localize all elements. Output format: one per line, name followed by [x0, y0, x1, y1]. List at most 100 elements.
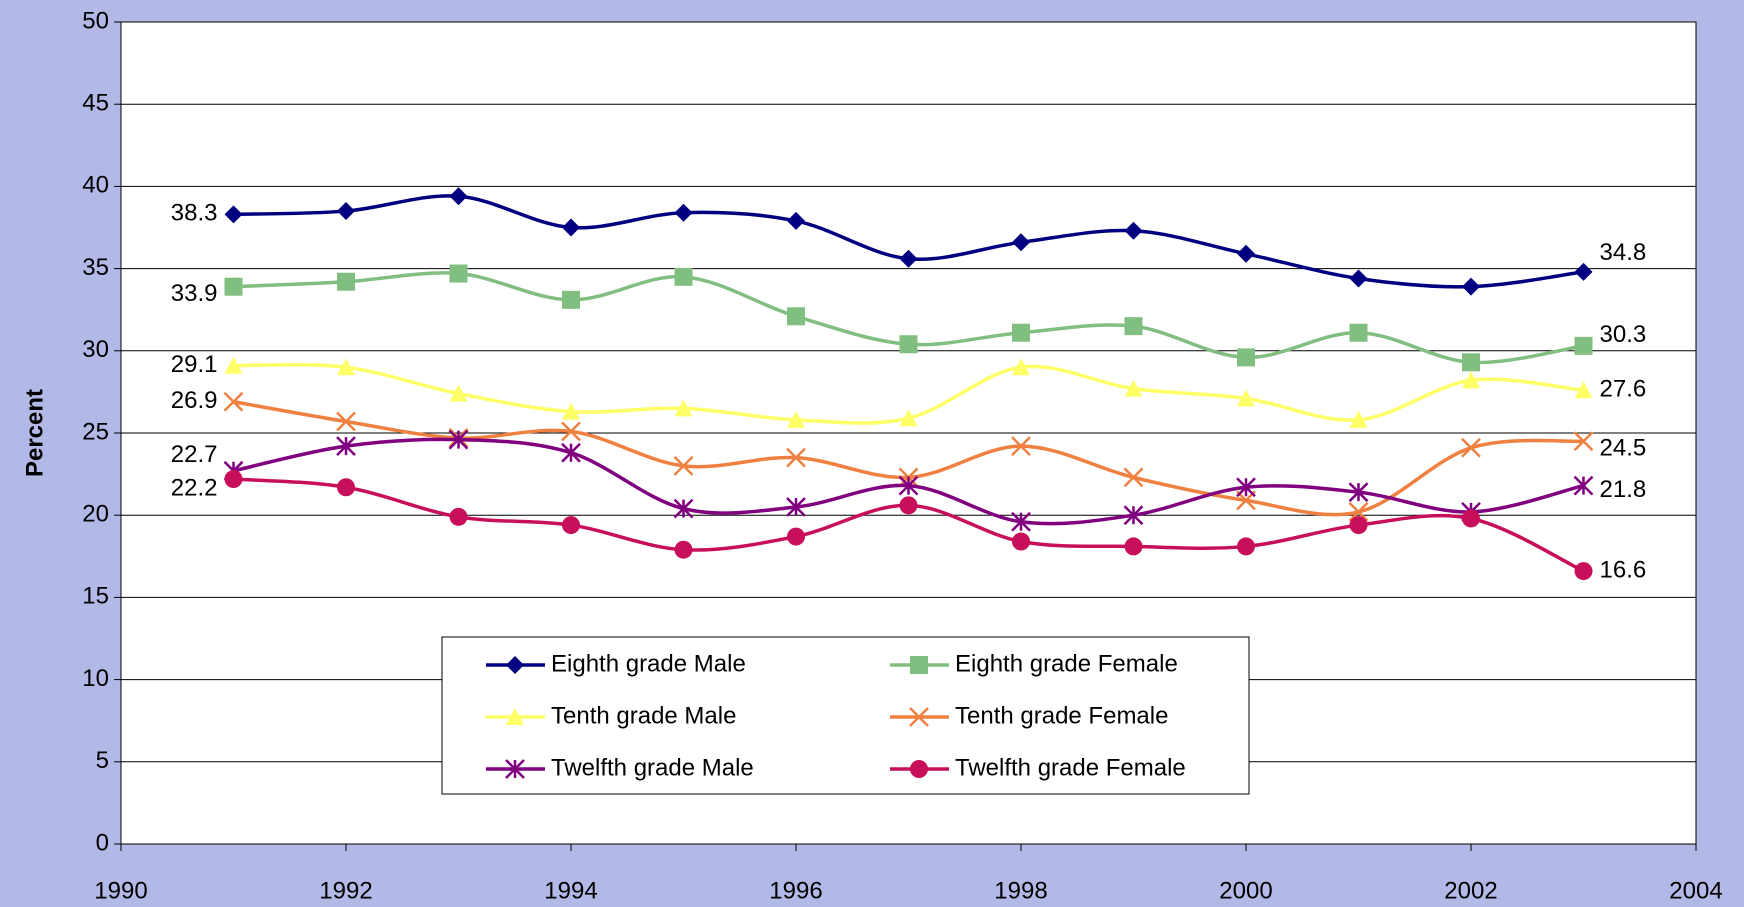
marker: [1349, 323, 1368, 342]
marker: [449, 384, 468, 402]
marker: [1123, 505, 1144, 526]
marker: [1348, 502, 1369, 522]
marker: [562, 290, 580, 309]
marker: [1124, 537, 1143, 556]
y-tick-label: 10: [82, 665, 109, 692]
marker: [1574, 336, 1593, 355]
legend-item: Tenth grade Female: [890, 702, 1168, 729]
data-label: 16.6: [1600, 556, 1647, 583]
x-tick-label: 2004: [1669, 877, 1722, 904]
marker: [449, 264, 468, 283]
marker: [1462, 353, 1480, 372]
marker: [674, 203, 693, 222]
marker: [1573, 431, 1594, 452]
marker: [562, 402, 580, 420]
marker: [1012, 532, 1030, 551]
y-tick-label: 35: [82, 254, 109, 281]
marker: [1124, 379, 1143, 397]
legend-label: Twelfth grade Female: [955, 754, 1186, 781]
y-tick-label: 0: [96, 829, 109, 856]
marker: [561, 421, 581, 442]
data-label: 38.3: [171, 200, 218, 227]
marker: [910, 760, 928, 778]
marker: [1574, 262, 1593, 281]
marker: [787, 307, 805, 326]
legend-item: Eighth grade Female: [890, 650, 1178, 677]
marker: [898, 475, 919, 496]
marker: [561, 442, 581, 463]
marker: [674, 399, 693, 417]
y-tick-label: 25: [82, 418, 109, 445]
legend-item: Tenth grade Male: [486, 702, 736, 729]
legend-box: [441, 636, 1250, 795]
x-tick-label: 1996: [769, 877, 822, 904]
marker: [1011, 436, 1031, 457]
marker: [899, 496, 918, 515]
marker: [1237, 348, 1255, 367]
marker: [1012, 323, 1030, 342]
marker: [1012, 358, 1030, 376]
x-tick-label: 1992: [319, 877, 372, 904]
marker: [1012, 233, 1030, 252]
marker: [336, 436, 356, 457]
marker: [1573, 475, 1594, 496]
marker: [1574, 381, 1593, 399]
marker: [909, 707, 929, 727]
legend: Eighth grade Male Eighth grade Female Tent…: [441, 636, 1250, 795]
marker: [674, 267, 693, 286]
marker: [1236, 477, 1256, 498]
legend-label: Tenth grade Male: [551, 702, 736, 729]
marker: [562, 218, 580, 237]
marker: [910, 656, 928, 674]
marker: [449, 507, 468, 526]
data-label: 21.8: [1600, 476, 1647, 503]
data-label: 30.3: [1600, 321, 1647, 348]
marker: [562, 516, 580, 535]
marker: [1237, 244, 1255, 263]
x-tick-label: 1994: [544, 877, 597, 904]
marker: [223, 391, 244, 412]
marker: [506, 708, 524, 725]
marker: [448, 429, 469, 450]
marker: [337, 202, 355, 221]
legend-label: Eighth grade Female: [955, 650, 1178, 677]
marker: [1123, 467, 1144, 488]
data-label: 22.2: [171, 474, 218, 501]
marker: [224, 356, 243, 374]
marker: [449, 187, 468, 206]
marker: [1462, 277, 1480, 296]
x-tick-label: 1990: [94, 877, 147, 904]
marker: [787, 527, 805, 546]
data-label: 26.9: [171, 387, 218, 414]
marker: [1349, 269, 1368, 288]
marker: [337, 272, 355, 291]
x-tick-label: 2002: [1444, 877, 1497, 904]
legend-label: Twelfth grade Male: [551, 754, 754, 781]
data-label: 33.9: [171, 280, 218, 307]
legend-item: Twelfth grade Male: [486, 754, 754, 781]
marker: [899, 335, 918, 354]
marker: [506, 656, 524, 674]
marker: [786, 447, 806, 468]
data-label: 24.5: [1600, 435, 1647, 462]
data-label: 22.7: [171, 441, 218, 468]
y-tick-label: 5: [96, 747, 109, 774]
marker: [674, 540, 693, 559]
legend-label: Tenth grade Female: [955, 702, 1168, 729]
marker: [1124, 221, 1143, 240]
marker: [1237, 389, 1255, 407]
marker: [1462, 509, 1480, 528]
marker: [224, 470, 243, 489]
marker: [673, 455, 694, 476]
y-tick-label: 45: [82, 90, 109, 117]
x-tick-label: 1998: [994, 877, 1047, 904]
y-tick-label: 30: [82, 336, 109, 363]
y-tick-label: 20: [82, 501, 109, 528]
marker: [1348, 482, 1369, 503]
marker: [1349, 516, 1368, 535]
legend-item: Twelfth grade Female: [890, 754, 1186, 781]
y-tick-label: 15: [82, 583, 109, 610]
marker: [337, 478, 355, 497]
marker: [1124, 317, 1143, 336]
